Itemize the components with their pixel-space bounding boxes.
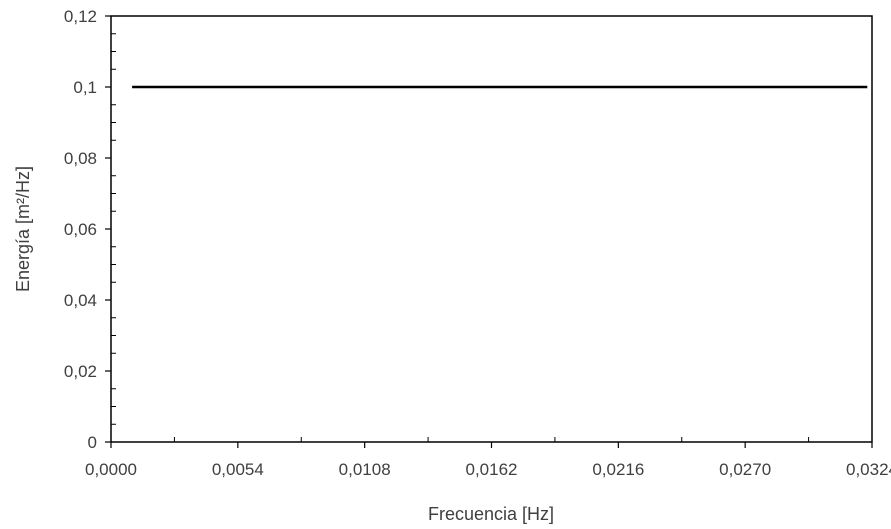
y-tick-label: 0,04 — [64, 291, 97, 310]
y-tick-labels: 0 0,02 0,04 0,06 0,08 0,1 0,12 — [64, 7, 97, 452]
plot-area-frame — [110, 15, 873, 443]
y-tick-label: 0,06 — [64, 220, 97, 239]
y-tick-label: 0,02 — [64, 362, 97, 381]
y-tick-marks — [105, 15, 111, 443]
x-tick-label: 0,0324 — [846, 460, 891, 479]
x-tick-label: 0,0216 — [592, 460, 644, 479]
x-tick-label: 0,0000 — [85, 460, 137, 479]
y-tick-label: 0,1 — [73, 78, 97, 97]
x-tick-label: 0,0162 — [466, 460, 518, 479]
y-tick-label: 0,08 — [64, 149, 97, 168]
x-tick-labels: 0,0000 0,0054 0,0108 0,0162 0,0216 0,0270 0,03… — [85, 460, 891, 479]
y-axis-title: Energía [m²/Hz] — [13, 166, 33, 292]
y-tick-label: 0 — [88, 433, 97, 452]
y-minor-ticks — [111, 33, 116, 425]
x-tick-label: 0,0054 — [212, 460, 264, 479]
x-tick-label: 0,0108 — [339, 460, 391, 479]
y-tick-label: 0,12 — [64, 7, 97, 26]
x-tick-marks — [110, 442, 873, 448]
x-tick-label: 0,0270 — [719, 460, 771, 479]
x-minor-ticks — [173, 437, 810, 442]
x-axis-title: Frecuencia [Hz] — [428, 504, 554, 524]
